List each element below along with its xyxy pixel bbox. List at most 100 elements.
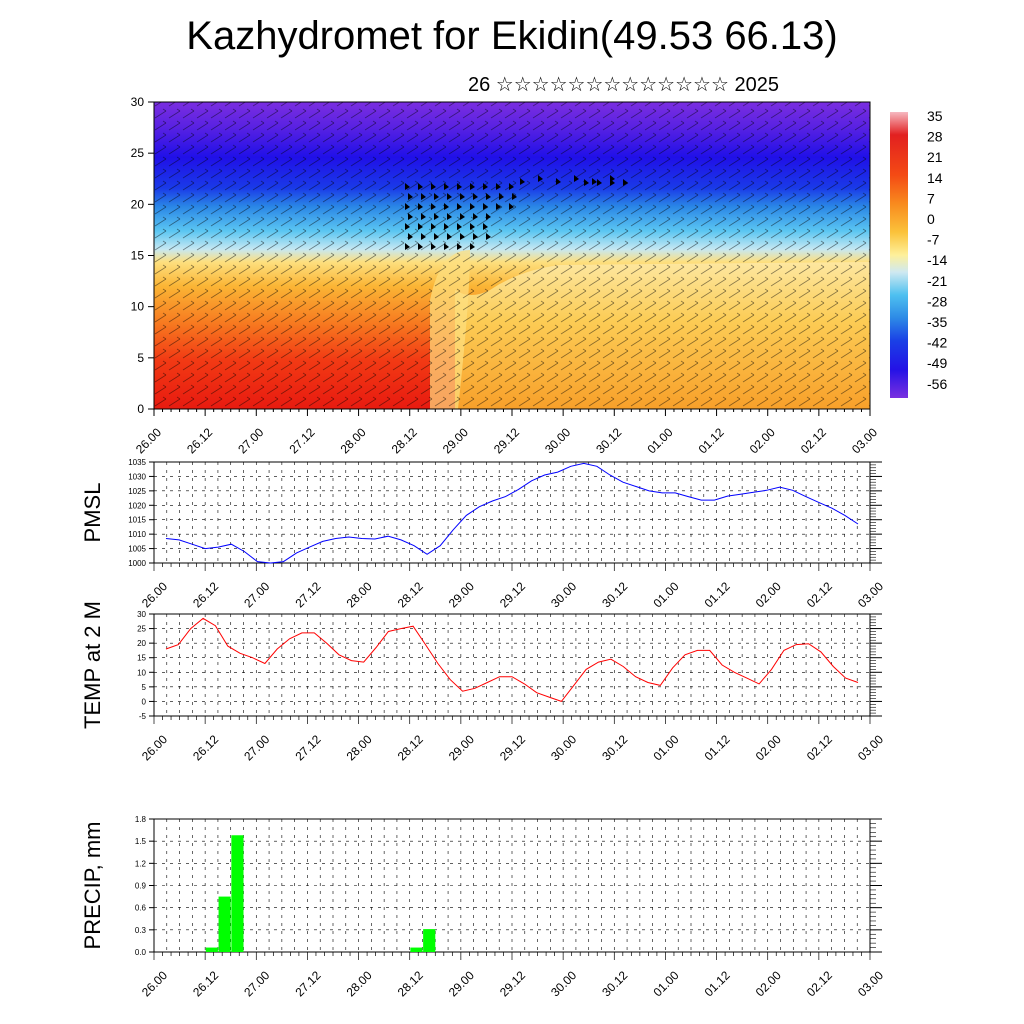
precip-bar: [205, 947, 218, 952]
ytick-label: 0.9: [135, 882, 147, 891]
wind-barb: [431, 223, 436, 230]
temperature-cross-section: 0 5 10 15 20 25 30 26.00 26.12 27.00 27.12 28.00 28…: [131, 95, 881, 456]
xtick-label: 01.12: [702, 579, 733, 610]
ytick-label: 0.6: [135, 904, 147, 913]
xtick-label: 03.00: [855, 579, 886, 610]
xtick-label: 26.12: [190, 579, 221, 610]
wind-barb: [434, 213, 439, 220]
ytick-label: 1005: [128, 545, 146, 554]
xtick-label: 29.00: [446, 732, 477, 763]
wind-barb: [418, 203, 423, 210]
wind-barb: [496, 183, 501, 190]
xtick-label: 01.12: [702, 968, 733, 999]
wind-barb: [460, 213, 465, 220]
temp-2m-panel: -5 0 5 10 15 20 25 30 26.00 26.12 27.00 27.12 28.00 2…: [80, 601, 886, 763]
colorbar-label: -7: [927, 232, 940, 248]
heatmap-xtick-label: 26.00: [133, 425, 164, 456]
heatmap-xtick-label: 30.00: [542, 425, 573, 456]
xtick-label: 28.00: [344, 732, 375, 763]
wind-barb: [623, 179, 628, 186]
xtick-label: 29.00: [446, 968, 477, 999]
xtick-label: 28.00: [344, 968, 375, 999]
wind-barb: [473, 233, 478, 240]
heatmap-xtick-label: 29.12: [491, 425, 522, 456]
precip-bar: [423, 929, 436, 952]
heatmap-xtick-label: 28.00: [338, 425, 369, 456]
ytick-label: 0.3: [135, 926, 147, 935]
heatmap-xtick-label: 03.00: [849, 425, 880, 456]
xtick-label: 30.12: [599, 968, 630, 999]
xtick-label: 26.12: [190, 732, 221, 763]
xtick-label: 30.00: [548, 579, 579, 610]
heatmap-xtick-label: 02.12: [798, 425, 829, 456]
xtick-label: 28.12: [395, 579, 426, 610]
wind-barb: [418, 223, 423, 230]
heatmap-ytick-label: 20: [131, 197, 145, 211]
xtick-label: 02.00: [753, 968, 784, 999]
heatmap-ytick-label: 5: [137, 351, 144, 365]
wind-barb: [444, 183, 449, 190]
wind-barb: [405, 223, 410, 230]
ytick-label: 0: [142, 697, 147, 706]
ytick-label: 20: [137, 639, 146, 648]
wind-barb: [418, 183, 423, 190]
wind-barb: [512, 193, 517, 200]
xtick-label: 01.12: [702, 732, 733, 763]
y-axis-title: TEMP at 2 M: [80, 601, 105, 729]
wind-barb: [483, 203, 488, 210]
heatmap-xtick-label: 01.00: [644, 425, 675, 456]
wind-barb: [421, 233, 426, 240]
wind-barb: [592, 178, 597, 185]
wind-barb: [460, 193, 465, 200]
ytick-label: 1015: [128, 516, 146, 525]
ytick-label: 1.2: [135, 859, 147, 868]
wind-barb: [447, 213, 452, 220]
wind-barb: [556, 178, 561, 185]
ytick-label: 1.5: [135, 837, 147, 846]
colorbar-label: 14: [927, 170, 943, 186]
series-line: [165, 617, 859, 702]
xtick-label: 27.00: [241, 968, 272, 999]
wind-barb: [509, 183, 514, 190]
heatmap-ytick-label: 0: [137, 402, 144, 416]
wind-barb: [405, 183, 410, 190]
series-line: [165, 462, 859, 564]
colorbar-label: -28: [927, 293, 947, 309]
xtick-label: 29.12: [497, 579, 528, 610]
heatmap-xtick-label: 28.12: [389, 425, 420, 456]
wind-barb: [431, 183, 436, 190]
wind-barb: [509, 203, 514, 210]
wind-barb: [434, 233, 439, 240]
xtick-label: 28.12: [395, 732, 426, 763]
colorbar-label: 28: [927, 129, 943, 145]
colorbar: 35 28 21 14 7 0 -7 -14 -21 -28 -35 -42 -49 -56: [890, 108, 947, 398]
colorbar-label: -21: [927, 273, 947, 289]
heatmap-xtick-label: 29.00: [440, 425, 471, 456]
heatmap-xtick-label: 02.00: [747, 425, 778, 456]
ytick-label: 1010: [128, 530, 146, 539]
wind-barb: [483, 223, 488, 230]
wind-barb: [460, 233, 465, 240]
heatmap-ytick-label: 25: [131, 146, 145, 160]
xtick-label: 28.12: [395, 968, 426, 999]
wind-barb: [470, 203, 475, 210]
wind-barb: [444, 203, 449, 210]
wind-barb: [483, 183, 488, 190]
wind-barb: [473, 193, 478, 200]
wind-barb: [486, 193, 491, 200]
xtick-label: 27.12: [292, 968, 323, 999]
wind-barb: [431, 243, 436, 250]
wind-barb: [538, 175, 543, 182]
ytick-label: 1020: [128, 501, 146, 510]
ytick-label: 1030: [128, 472, 146, 481]
wind-barb: [520, 178, 525, 185]
xtick-label: 26.00: [139, 968, 170, 999]
pmsl-panel: 1000 1005 1010 1015 1020 1025 1030 1035 26.00 26.…: [80, 458, 886, 610]
ytick-label: 10: [137, 668, 146, 677]
colorbar-label: -49: [927, 355, 947, 371]
wind-barb: [499, 193, 504, 200]
xtick-label: 02.00: [753, 579, 784, 610]
heatmap-xtick-label: 27.00: [235, 425, 266, 456]
heatmap-xtick-label: 01.12: [696, 425, 727, 456]
wind-barb: [405, 203, 410, 210]
